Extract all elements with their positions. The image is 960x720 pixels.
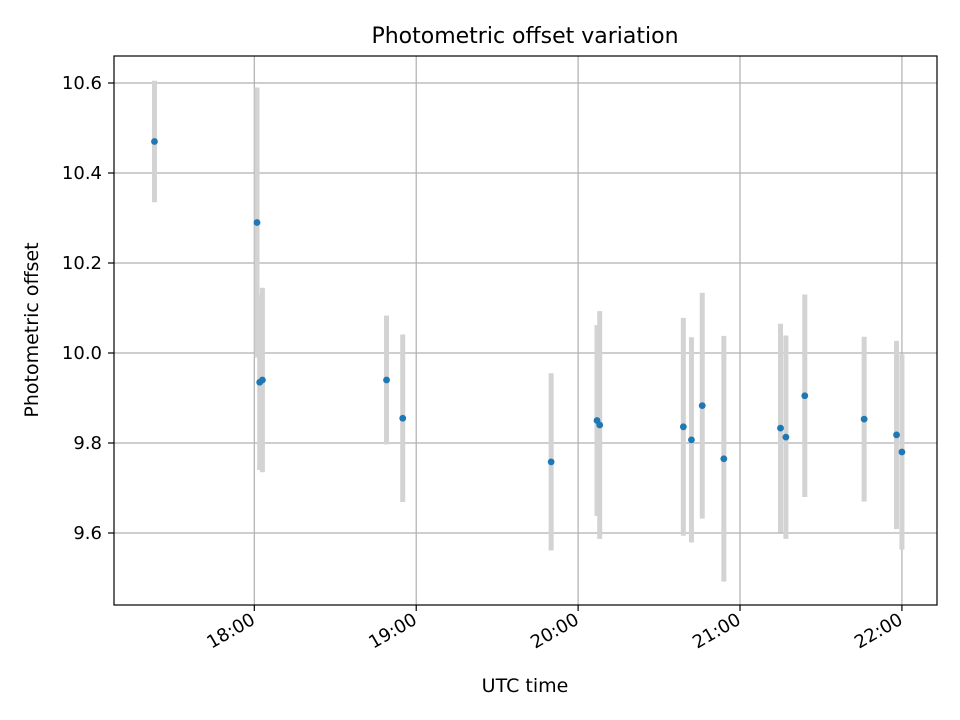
data-point <box>777 424 784 432</box>
data-point <box>259 376 266 384</box>
point-layer <box>151 138 906 466</box>
data-point <box>782 433 790 441</box>
data-point <box>253 219 261 226</box>
y-tick-label: 10.6 <box>62 73 102 94</box>
x-tick-label: 21:00 <box>689 609 744 653</box>
data-point <box>151 138 158 145</box>
data-point <box>596 421 604 429</box>
data-point <box>720 455 728 463</box>
data-point <box>679 423 687 431</box>
x-tick-label: 19:00 <box>365 609 420 653</box>
data-point <box>893 431 900 439</box>
data-point <box>801 392 809 400</box>
errorbar-layer <box>151 80 905 582</box>
data-point <box>383 376 390 384</box>
y-tick-label: 10.4 <box>62 163 102 184</box>
y-tick-label: 9.8 <box>73 433 102 454</box>
x-tick-label: 22:00 <box>851 609 906 653</box>
data-point <box>688 436 695 444</box>
grid-layer <box>114 56 937 605</box>
y-tick-label: 10.2 <box>62 253 102 274</box>
y-tick-label: 10.0 <box>62 343 102 364</box>
x-axis-label: UTC time <box>482 675 569 697</box>
plot-frame <box>113 55 938 606</box>
data-point <box>399 414 407 422</box>
x-tick-label: 18:00 <box>203 609 258 653</box>
y-axis-label: Photometric offset <box>21 242 43 417</box>
y-tick-label: 9.6 <box>73 523 102 544</box>
data-point <box>547 458 555 466</box>
x-tick-label: 20:00 <box>527 609 582 653</box>
chart-title: Photometric offset variation <box>371 24 678 49</box>
data-point <box>698 402 706 410</box>
data-point <box>860 415 868 423</box>
data-point <box>898 448 906 456</box>
